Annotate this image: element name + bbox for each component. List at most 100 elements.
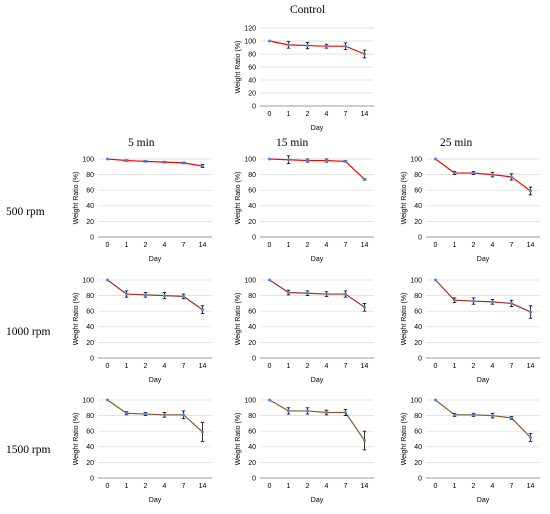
control-label: Control: [290, 4, 326, 16]
data-point: [106, 157, 109, 161]
x-tick-label: 4: [163, 242, 167, 249]
chart-svg: 0 20 40 60 80 100 0 1 2 4 7 14 Day Weight Ratio (%): [235, 397, 374, 504]
column-label-5min: 5 min: [128, 137, 155, 149]
y-tick-label: 60: [86, 188, 94, 195]
x-tick-label: 0: [434, 242, 438, 249]
chart-svg: 0 20 40 60 80 100 0 1 2 4 7 14 Day Weight Ratio (%): [235, 155, 374, 263]
x-axis-title: Day: [149, 377, 162, 384]
data-point: [363, 305, 366, 309]
y-tick-label: 120: [244, 25, 256, 32]
y-tick-label: 80: [414, 413, 422, 420]
chart-svg: 0 20 40 60 80 100 0 1 2 4 7 14 Day Weight Ratio (%): [401, 397, 540, 504]
data-point: [325, 159, 328, 163]
y-tick-label: 0: [252, 234, 256, 241]
x-tick-label: 1: [453, 363, 457, 370]
y-tick-label: 100: [410, 277, 422, 284]
series-line: [269, 399, 365, 441]
series-line: [107, 399, 203, 433]
row-label-1500rpm: 1500 rpm: [6, 444, 51, 456]
data-point: [363, 439, 366, 443]
chart-svg: 0 20 40 60 80 100 0 1 2 4 7 14 Day Weight Ratio (%): [73, 397, 212, 504]
series-line: [269, 40, 365, 55]
chart-500rpm-25min: 0 20 40 60 80 100 0 1 2 4 7 14 Day Weight Ratio (%): [392, 155, 547, 267]
y-tick-label: 60: [248, 188, 256, 195]
x-tick-label: 1: [125, 242, 129, 249]
data-point: [472, 171, 475, 175]
data-point: [434, 157, 437, 161]
x-tick-label: 1: [453, 483, 457, 490]
data-point: [306, 159, 309, 163]
x-tick-label: 2: [306, 111, 310, 118]
chart-svg: 0 20 40 60 80 100 0 1 2 4 7 14 Day Weight Ratio (%): [73, 156, 212, 263]
x-tick-label: 2: [306, 242, 310, 249]
y-tick-label: 40: [248, 324, 256, 331]
y-tick-label: 60: [414, 309, 422, 316]
chart-svg: 0 20 40 60 80 100 0 1 2 4 7 14 Day Weight Ratio (%): [401, 156, 540, 263]
data-point: [182, 294, 185, 298]
data-point: [491, 173, 494, 177]
y-tick-label: 0: [418, 234, 422, 241]
x-tick-label: 14: [527, 242, 535, 249]
x-tick-label: 0: [434, 363, 438, 370]
chart-svg: 0 20 40 60 80 100 0 1 2 4 7 14 Day Weight Ratio (%): [73, 277, 212, 384]
x-tick-label: 14: [361, 483, 369, 490]
y-tick-label: 80: [248, 293, 256, 300]
y-tick-label: 20: [86, 340, 94, 347]
data-point: [363, 52, 366, 56]
x-tick-label: 7: [510, 242, 514, 249]
row-label-500rpm: 500 rpm: [6, 206, 45, 218]
y-axis-title: Weight Ratio (%): [235, 41, 242, 94]
x-tick-label: 4: [163, 363, 167, 370]
data-point: [472, 299, 475, 303]
x-axis-title: Day: [477, 377, 490, 384]
data-point: [306, 409, 309, 413]
y-tick-label: 60: [248, 64, 256, 71]
x-axis-title: Day: [477, 497, 490, 504]
x-tick-label: 0: [268, 242, 272, 249]
x-tick-label: 4: [325, 111, 329, 118]
data-point: [287, 409, 290, 413]
data-point: [453, 298, 456, 302]
data-point: [287, 158, 290, 162]
data-point: [125, 292, 128, 296]
x-tick-label: 2: [144, 363, 148, 370]
x-tick-label: 2: [144, 242, 148, 249]
data-point: [453, 413, 456, 417]
x-tick-label: 0: [268, 363, 272, 370]
y-tick-label: 0: [90, 355, 94, 362]
x-tick-label: 14: [361, 111, 369, 118]
y-tick-label: 100: [410, 397, 422, 404]
x-tick-label: 2: [144, 483, 148, 490]
y-axis-title: Weight Ratio (%): [235, 293, 242, 346]
y-tick-label: 0: [418, 355, 422, 362]
data-point: [201, 164, 204, 168]
row-label-1000rpm: 1000 rpm: [6, 326, 51, 338]
y-tick-label: 20: [414, 219, 422, 226]
x-tick-label: 2: [472, 242, 476, 249]
y-tick-label: 60: [414, 188, 422, 195]
data-point: [472, 413, 475, 417]
y-tick-label: 100: [82, 277, 94, 284]
y-tick-label: 20: [248, 90, 256, 97]
data-point: [144, 412, 147, 416]
y-axis-title: Weight Ratio (%): [235, 172, 242, 225]
x-tick-label: 1: [453, 242, 457, 249]
x-tick-label: 2: [306, 483, 310, 490]
x-tick-label: 14: [527, 483, 535, 490]
x-tick-label: 14: [361, 363, 369, 370]
y-tick-label: 60: [248, 429, 256, 436]
data-point: [491, 300, 494, 304]
x-tick-label: 0: [268, 111, 272, 118]
y-tick-label: 100: [244, 156, 256, 163]
y-tick-label: 20: [248, 219, 256, 226]
y-axis-title: Weight Ratio (%): [73, 293, 80, 346]
data-point: [510, 301, 513, 305]
column-label-25min: 25 min: [440, 137, 473, 149]
y-axis-title: Weight Ratio (%): [73, 413, 80, 466]
column-label-15min: 15 min: [276, 137, 309, 149]
x-tick-label: 14: [527, 363, 535, 370]
y-axis-title: Weight Ratio (%): [401, 413, 408, 466]
y-axis-title: Weight Ratio (%): [401, 293, 408, 346]
data-point: [106, 278, 109, 282]
